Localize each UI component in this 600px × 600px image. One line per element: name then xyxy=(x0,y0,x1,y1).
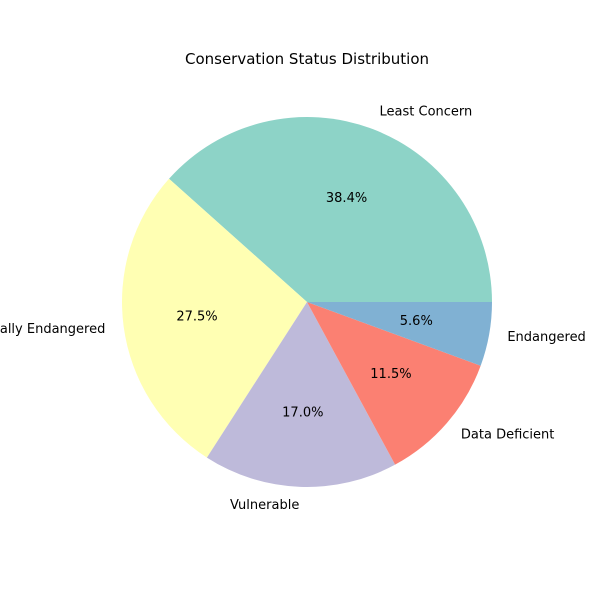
slice-percent-least-concern: 38.4% xyxy=(326,191,367,206)
pie-slice-vulnerable xyxy=(206,302,396,487)
slice-label-vulnerable: Vulnerable xyxy=(230,498,299,513)
pie-slice-least-concern xyxy=(169,116,492,302)
chart-title: Conservation Status Distribution xyxy=(185,50,429,68)
slice-percent-labels: 38.4% 27.5% 17.0% 11.5% 5.6% xyxy=(176,191,432,421)
pie-slice-endangered xyxy=(307,302,492,366)
slice-label-data-deficient: Data Deficient xyxy=(461,428,554,443)
slice-label-critically-endangered: Critically Endangered xyxy=(0,322,105,337)
slice-percent-vulnerable: 17.0% xyxy=(282,405,323,420)
pie-slice-critically-endangered xyxy=(121,178,307,458)
slice-percent-endangered: 5.6% xyxy=(400,314,433,329)
slice-label-least-concern: Least Concern xyxy=(380,104,473,119)
slice-percent-critically-endangered: 27.5% xyxy=(176,309,217,324)
slice-percent-data-deficient: 11.5% xyxy=(370,367,411,382)
pie-slices xyxy=(121,116,492,487)
slice-label-endangered: Endangered xyxy=(507,330,585,345)
pie-slice-data-deficient xyxy=(307,302,481,465)
slice-category-labels: Least Concern Critically Endangered Vulner… xyxy=(0,104,586,512)
